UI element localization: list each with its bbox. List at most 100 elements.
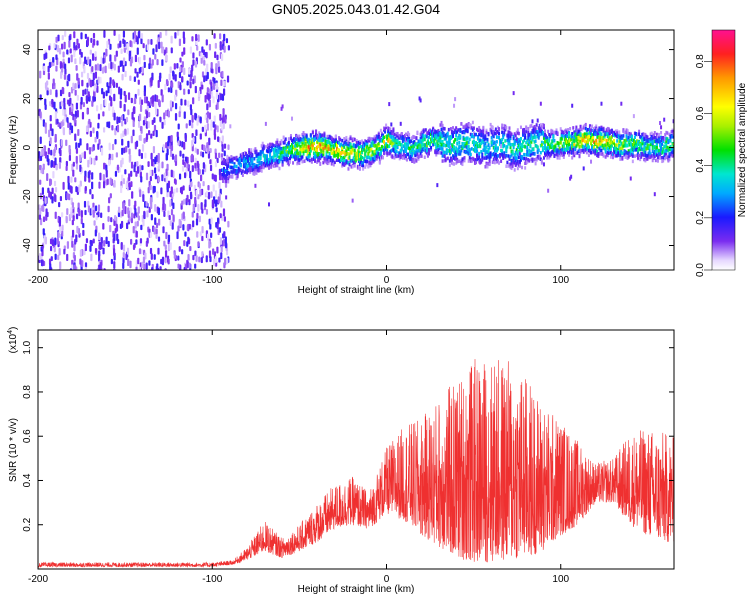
ridge-cell <box>440 144 443 149</box>
noise-cell <box>86 108 89 115</box>
ridge-cell <box>592 133 595 137</box>
noise-cell <box>139 238 143 244</box>
ridge-cell <box>526 149 529 154</box>
ridge-cell <box>276 159 279 164</box>
ridge-cell <box>436 133 439 138</box>
noise-cell <box>223 231 226 239</box>
noise-cell <box>109 224 112 233</box>
noise-cell <box>84 56 87 64</box>
noise-cell <box>192 52 195 59</box>
ridge-cell <box>556 141 559 145</box>
ridge-cell <box>280 154 283 158</box>
noise-cell <box>118 86 121 95</box>
ridge-cell <box>464 150 467 155</box>
ridge-cell <box>299 153 302 158</box>
ridge-cell <box>228 156 231 161</box>
ridge-cell <box>242 162 245 167</box>
ridge-cell <box>248 154 251 159</box>
ridge-cell <box>310 144 313 148</box>
ridge-cell <box>380 155 383 159</box>
ridge-cell <box>642 139 645 143</box>
ridge-cell <box>440 151 443 155</box>
ridge-cell <box>345 148 348 153</box>
noise-cell <box>205 51 208 59</box>
ridge-cell <box>654 139 657 144</box>
ridge-cell <box>238 157 241 162</box>
ridge-cell <box>621 136 624 140</box>
noise-cell <box>68 145 71 153</box>
noise-cell <box>172 70 175 77</box>
noise-cell <box>150 152 153 160</box>
ridge-cell <box>278 155 281 160</box>
ridge-cell <box>257 167 260 172</box>
ridge-cell <box>275 149 278 153</box>
noise-cell <box>203 59 206 66</box>
ridge-cell <box>269 157 272 161</box>
ridge-cell <box>602 146 605 150</box>
noise-cell <box>122 244 126 252</box>
ridge-cell <box>553 154 556 159</box>
ridge-cell <box>594 126 597 130</box>
ridge-cell <box>434 149 437 153</box>
ridge-cell <box>606 150 609 155</box>
noise-cell <box>100 56 103 65</box>
ridge-cell <box>271 161 274 165</box>
noise-cell <box>41 148 44 155</box>
noise-cell <box>68 73 71 82</box>
noise-cell <box>84 175 87 182</box>
ridge-cell <box>568 139 571 144</box>
ridge-cell <box>346 146 349 151</box>
noise-cell <box>167 244 171 252</box>
ridge-cell <box>605 141 608 145</box>
ridge-cell <box>637 132 640 137</box>
ridge-cell <box>460 122 463 126</box>
ridge-cell <box>517 163 520 167</box>
ridge-cell <box>243 157 246 162</box>
ridge-cell <box>286 145 289 149</box>
ridge-outlier-cell <box>229 124 232 129</box>
ridge-cell <box>316 148 319 153</box>
ridge-cell <box>316 160 319 164</box>
ridge-cell <box>622 141 625 145</box>
noise-cell <box>132 129 135 137</box>
noise-cell <box>163 240 166 247</box>
ridge-cell <box>524 161 527 166</box>
ridge-cell <box>618 145 621 149</box>
ridge-cell <box>441 123 444 128</box>
ridge-cell <box>514 163 517 168</box>
ridge-cell <box>515 161 518 166</box>
ridge-cell <box>412 147 415 151</box>
noise-cell <box>63 116 66 123</box>
ridge-cell <box>386 149 389 153</box>
ridge-cell <box>314 153 317 158</box>
ridge-cell <box>254 150 257 155</box>
ridge-cell <box>532 127 535 132</box>
ridge-cell <box>270 161 273 166</box>
ridge-cell <box>655 143 658 148</box>
ridge-cell <box>616 131 619 135</box>
noise-cell <box>62 181 65 190</box>
ridge-cell <box>577 149 580 154</box>
ridge-cell <box>402 149 405 154</box>
ridge-cell <box>422 137 425 142</box>
ridge-cell <box>302 131 305 135</box>
noise-cell <box>65 165 68 171</box>
ridge-cell <box>379 128 382 133</box>
ridge-cell <box>312 155 315 160</box>
ridge-cell <box>511 150 514 155</box>
ridge-cell <box>649 137 652 141</box>
ridge-cell <box>403 155 406 160</box>
ridge-cell <box>548 151 551 156</box>
ridge-cell <box>410 139 413 143</box>
ridge-cell <box>392 135 395 139</box>
ridge-cell <box>329 156 332 160</box>
noise-cell <box>184 134 187 143</box>
ridge-cell <box>655 145 658 150</box>
noise-cell <box>118 116 121 123</box>
ridge-cell <box>487 132 490 137</box>
ridge-cell <box>514 138 517 143</box>
ridge-cell <box>325 154 328 159</box>
ridge-cell <box>419 144 422 148</box>
ridge-cell <box>622 144 625 148</box>
figure-title: GN05.2025.043.01.42.G04 <box>272 1 440 17</box>
